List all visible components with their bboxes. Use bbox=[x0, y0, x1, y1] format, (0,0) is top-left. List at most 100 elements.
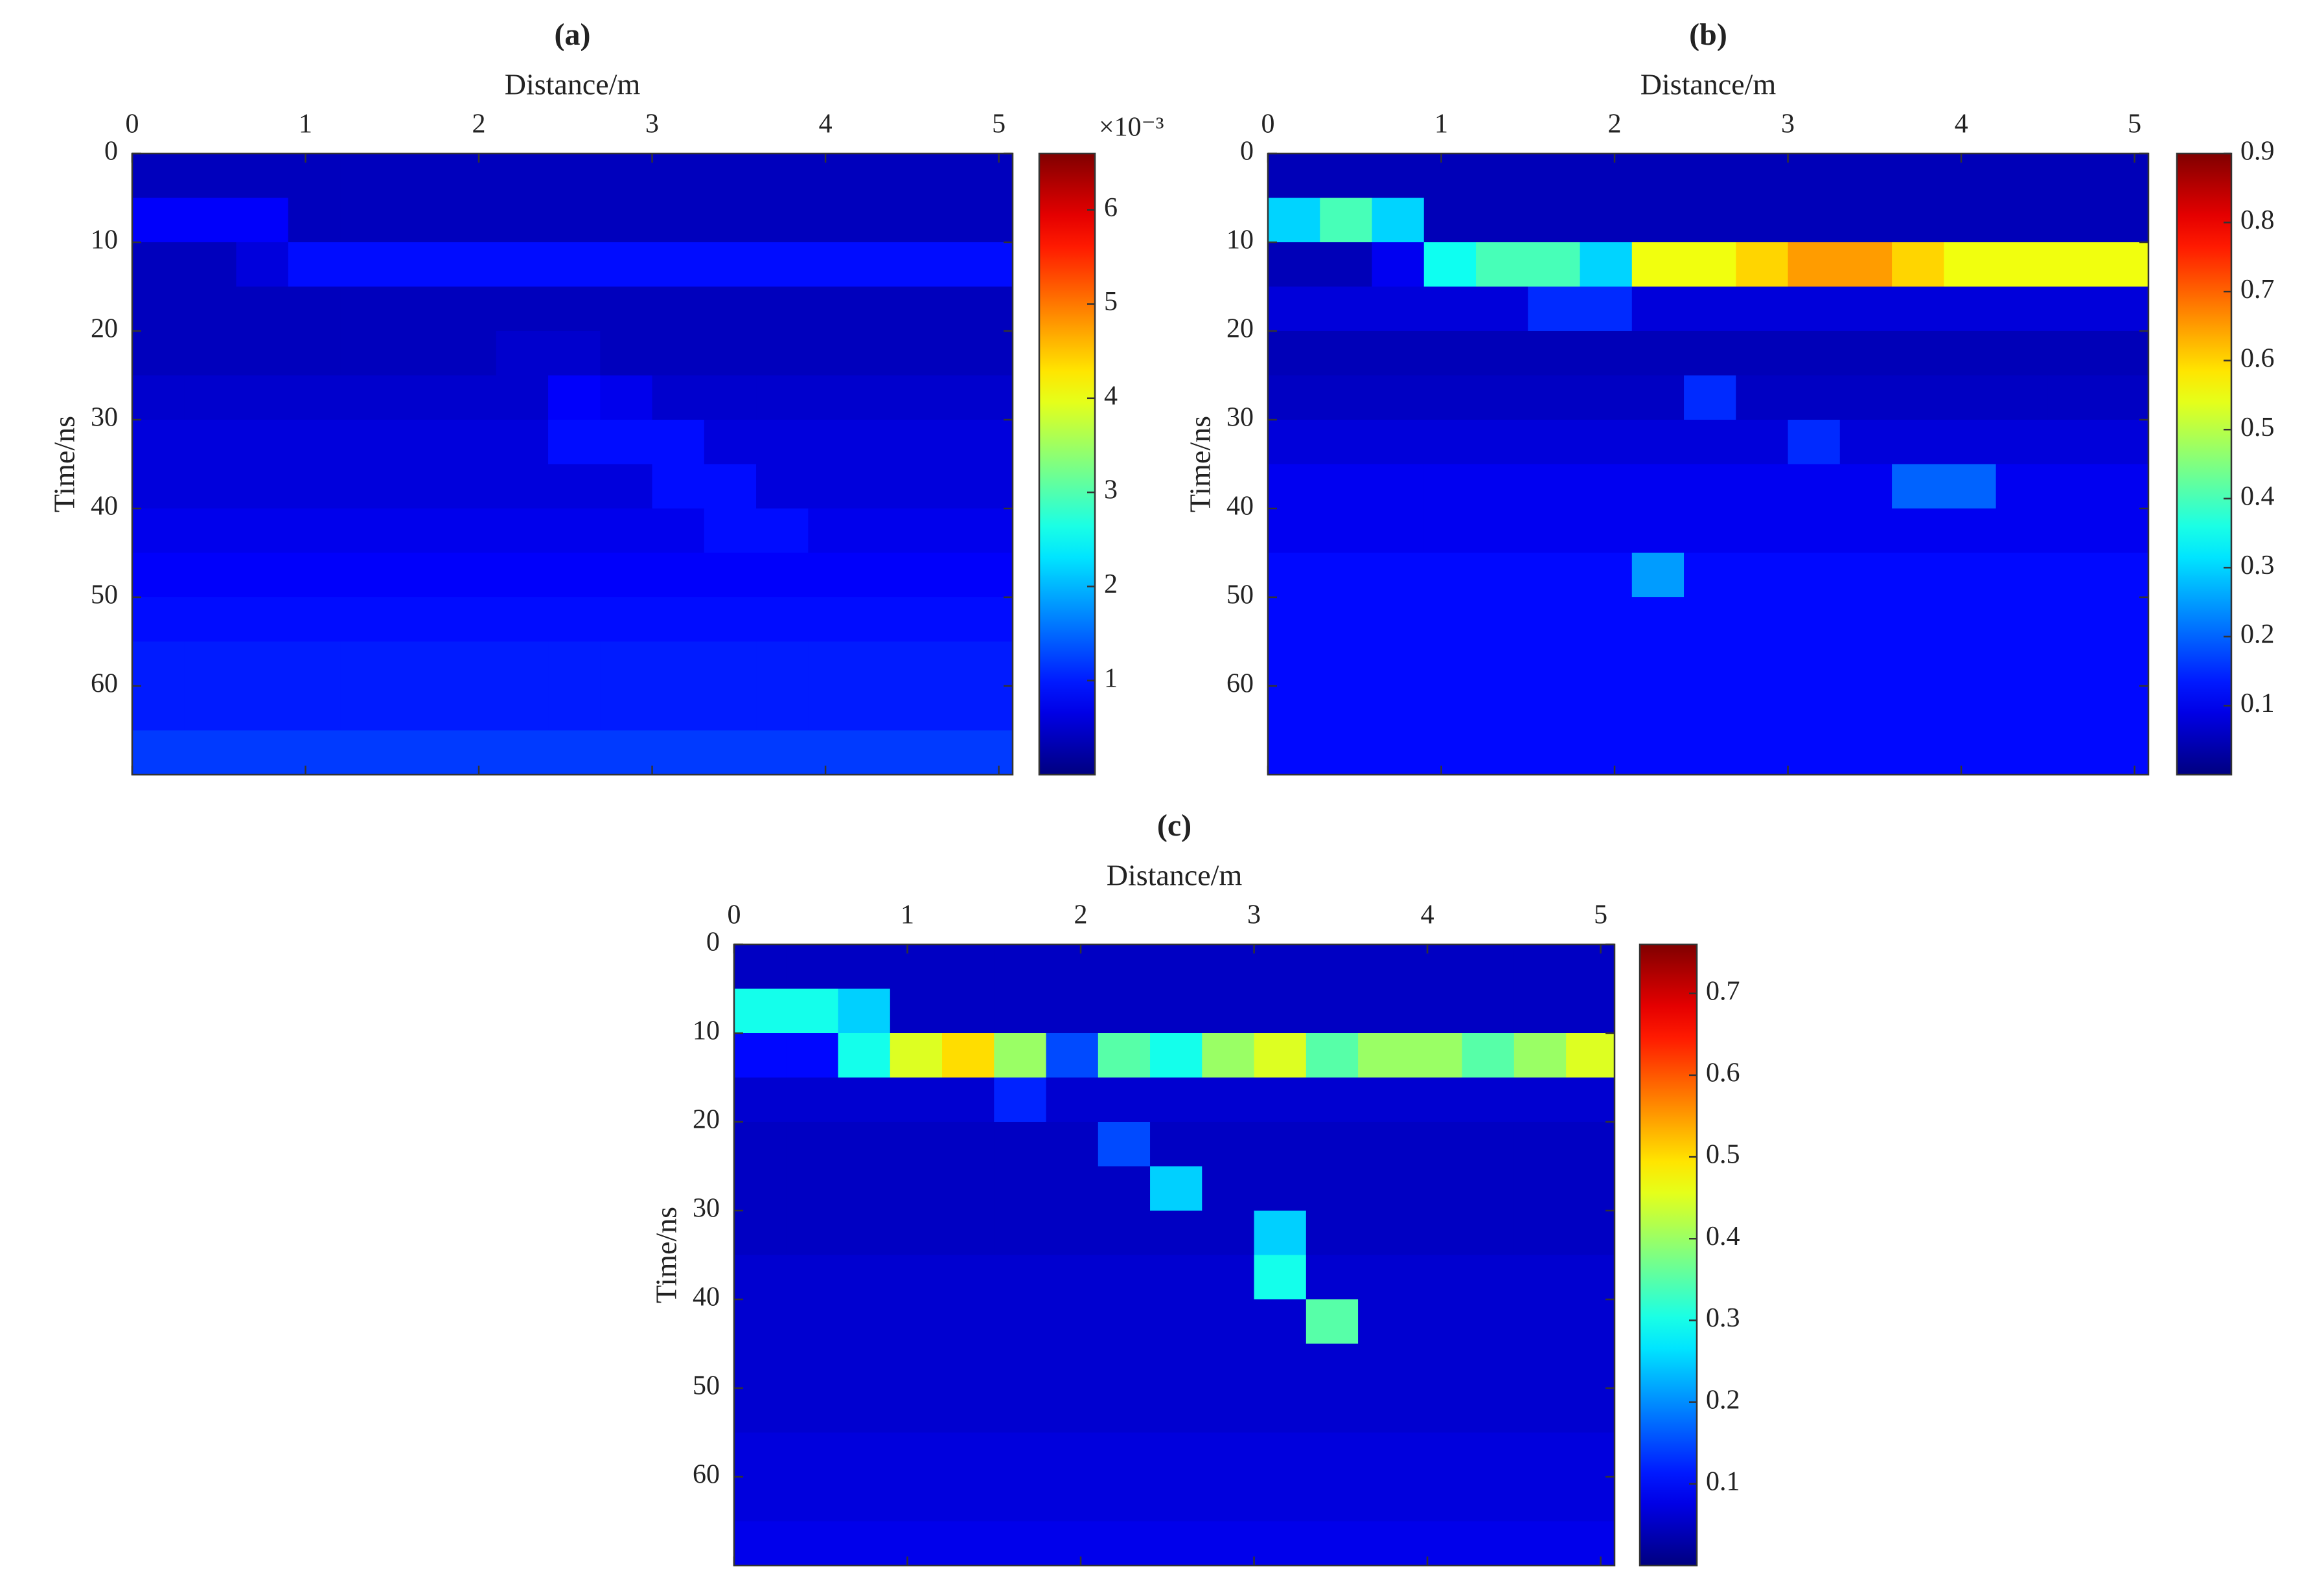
heat-cell bbox=[964, 154, 1013, 198]
heat-cell bbox=[1372, 730, 1425, 775]
heat-cell bbox=[548, 154, 601, 198]
heat-cell bbox=[340, 464, 393, 509]
heat-cell bbox=[1736, 242, 1789, 287]
heat-cell bbox=[1268, 464, 1320, 509]
heat-cell bbox=[1631, 553, 1685, 598]
heat-cell bbox=[1320, 686, 1373, 731]
heat-cell bbox=[1268, 597, 1320, 642]
heat-cell bbox=[1736, 154, 1789, 198]
heat-cell bbox=[444, 553, 497, 598]
heat-cell bbox=[548, 198, 601, 243]
heat-cell bbox=[1631, 420, 1685, 464]
heat-cell bbox=[132, 686, 185, 731]
heat-cell bbox=[1528, 286, 1581, 332]
heat-cell bbox=[1566, 1211, 1615, 1255]
heat-cell bbox=[184, 464, 237, 509]
colorbar-tick-label: 4 bbox=[1104, 381, 1118, 411]
heat-cell bbox=[600, 286, 653, 332]
heat-cell bbox=[1423, 641, 1477, 687]
y-tick-label: 50 bbox=[1226, 580, 1254, 610]
heat-cell bbox=[496, 286, 549, 332]
heat-cell bbox=[1306, 1343, 1359, 1389]
heat-cell bbox=[1462, 1343, 1515, 1389]
heat-cell bbox=[964, 420, 1013, 464]
heat-cell bbox=[734, 1343, 787, 1389]
heat-cell bbox=[808, 286, 861, 332]
heat-cell bbox=[1410, 1077, 1463, 1123]
heat-cell bbox=[1372, 420, 1425, 464]
heat-cell bbox=[994, 1033, 1047, 1078]
heat-cell bbox=[1046, 1122, 1099, 1167]
heat-cell bbox=[890, 1077, 943, 1123]
heat-cell bbox=[964, 286, 1013, 332]
heat-cell bbox=[1098, 944, 1151, 989]
heat-cell bbox=[1513, 1166, 1567, 1211]
heat-cell bbox=[912, 242, 965, 287]
heat-cell bbox=[1788, 641, 1841, 687]
heat-cell bbox=[496, 331, 549, 376]
heat-cell bbox=[1202, 1432, 1255, 1477]
x-axis-label: Distance/m bbox=[1107, 859, 1243, 892]
heat-cell bbox=[1631, 154, 1685, 198]
heat-cell bbox=[994, 1255, 1047, 1300]
heatmap-cells bbox=[1268, 154, 2148, 775]
heat-cell bbox=[1476, 375, 1528, 420]
heat-cell bbox=[1358, 1077, 1410, 1123]
heat-cell bbox=[756, 553, 809, 598]
heat-cell bbox=[1566, 1521, 1615, 1566]
heat-cell bbox=[704, 154, 757, 198]
heat-cell bbox=[1736, 686, 1789, 731]
heat-cell bbox=[786, 1211, 839, 1255]
heat-cell bbox=[942, 988, 995, 1034]
heat-cell bbox=[1046, 1299, 1099, 1344]
heat-cell bbox=[548, 464, 601, 509]
heat-cell bbox=[1839, 286, 1893, 332]
heat-cell bbox=[1631, 198, 1685, 243]
heat-cell bbox=[1944, 464, 1997, 509]
heat-cell bbox=[392, 375, 445, 420]
heat-cell bbox=[1423, 686, 1477, 731]
heat-cell bbox=[1462, 988, 1515, 1034]
heat-cell bbox=[132, 242, 185, 287]
y-tick-label: 0 bbox=[706, 928, 720, 957]
colorbar-tick-label: 0.4 bbox=[1706, 1222, 1740, 1251]
heat-cell bbox=[132, 331, 185, 376]
heat-cell bbox=[734, 988, 787, 1034]
heat-cell bbox=[1839, 331, 1893, 376]
colorbar bbox=[1038, 152, 1096, 776]
heat-cell bbox=[1306, 1477, 1359, 1522]
heat-cell bbox=[340, 198, 393, 243]
heat-cell bbox=[1046, 944, 1099, 989]
heat-cell bbox=[1892, 198, 1944, 243]
heat-cell bbox=[1254, 1477, 1307, 1522]
heat-cell bbox=[1996, 420, 2049, 464]
heat-cell bbox=[548, 730, 601, 775]
heat-cell bbox=[2100, 686, 2148, 731]
heat-cell bbox=[1268, 686, 1320, 731]
heat-cell bbox=[1046, 1477, 1099, 1522]
heat-cell bbox=[1358, 1343, 1410, 1389]
heat-cell bbox=[964, 686, 1013, 731]
heat-cell bbox=[912, 553, 965, 598]
heat-cell bbox=[548, 641, 601, 687]
heat-cell bbox=[1580, 198, 1633, 243]
heat-cell bbox=[1684, 553, 1736, 598]
heat-cell bbox=[860, 375, 913, 420]
heat-cell bbox=[1476, 154, 1528, 198]
heat-cell bbox=[184, 198, 237, 243]
heat-cell bbox=[1476, 553, 1528, 598]
heat-cell bbox=[1631, 730, 1685, 775]
heat-cell bbox=[184, 154, 237, 198]
heat-cell bbox=[1513, 1521, 1567, 1566]
heat-cell bbox=[1839, 597, 1893, 642]
heat-cell bbox=[890, 1299, 943, 1344]
heat-cell bbox=[184, 597, 237, 642]
heat-cell bbox=[1580, 553, 1633, 598]
heat-cell bbox=[808, 730, 861, 775]
heat-cell bbox=[1580, 420, 1633, 464]
heat-cell bbox=[184, 331, 237, 376]
heat-cell bbox=[392, 420, 445, 464]
heat-cell bbox=[1476, 242, 1528, 287]
heat-cell bbox=[652, 464, 705, 509]
heat-cell bbox=[860, 508, 913, 553]
